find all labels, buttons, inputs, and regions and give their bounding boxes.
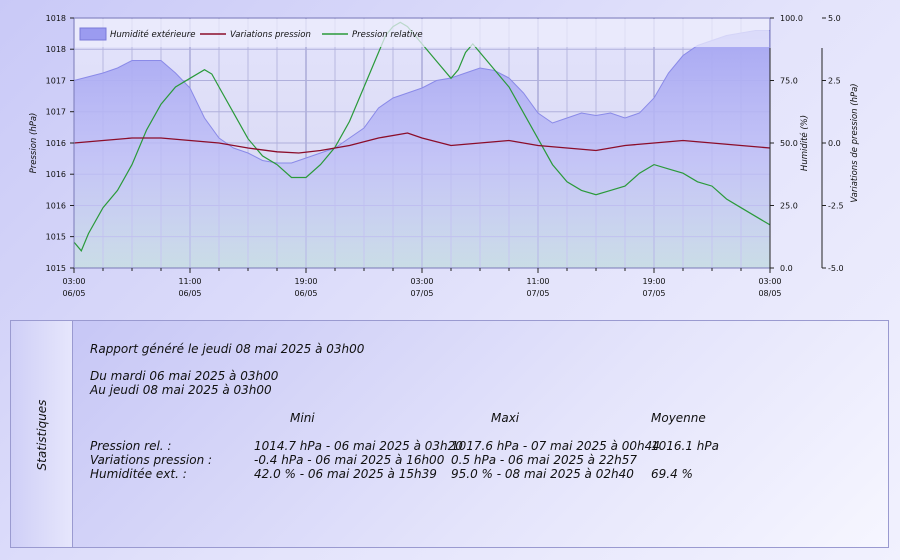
row-max: 95.0 % - 08 mai 2025 à 02h40 <box>451 467 634 481</box>
x-tick-label-time: 19:00 <box>642 277 665 286</box>
y-left-tick-label: 1015 <box>46 264 66 273</box>
row-label: Humiditée ext. : <box>90 467 187 481</box>
y-right2-tick-label: -5.0 <box>828 264 844 273</box>
x-tick-label-time: 03:00 <box>758 277 781 286</box>
header-avg: Moyenne <box>651 411 706 425</box>
y-right2-tick-label: -2.5 <box>828 202 844 211</box>
y-left-tick-label: 1018 <box>46 14 66 23</box>
header-min: Mini <box>290 411 315 425</box>
y-right2-tick-label: 0.0 <box>828 139 841 148</box>
row-max: 0.5 hPa - 06 mai 2025 à 22h57 <box>451 453 637 467</box>
y-left-axis-title: Pression (hPa) <box>29 113 39 174</box>
statistics-side-label: Statistiques <box>35 399 49 471</box>
row-min: 1014.7 hPa - 06 mai 2025 à 03h20 <box>254 439 463 453</box>
y-right2-axis-title: Variations de pression (hPa) <box>850 83 860 202</box>
legend-background <box>75 19 769 47</box>
row-label: Pression rel. : <box>90 439 172 453</box>
statistics-panel: Statistiques Rapport généré le jeudi 08 … <box>10 320 889 548</box>
pressure-humidity-chart: Humidité extérieure Variations pression Pr… <box>29 14 860 298</box>
y-right1-tick-label: 50.0 <box>780 139 798 148</box>
x-tick-label-time: 19:00 <box>294 277 317 286</box>
x-tick-label-time: 03:00 <box>62 277 85 286</box>
report-generated-line: Rapport généré le jeudi 08 mai 2025 à 03… <box>90 342 365 356</box>
x-tick-label-date: 06/05 <box>62 289 85 298</box>
y-left-tick-label: 1016 <box>46 139 66 148</box>
y-right1-tick-label: 75.0 <box>780 77 798 86</box>
x-tick-label-time: 11:00 <box>178 277 201 286</box>
x-tick-label-date: 06/05 <box>178 289 201 298</box>
x-tick-label-date: 07/05 <box>410 289 433 298</box>
y-right2-tick-label: 5.0 <box>828 14 841 23</box>
legend-label: Humidité extérieure <box>110 29 195 40</box>
row-avg: 1016.1 hPa <box>651 439 719 453</box>
x-tick-label-time: 03:00 <box>410 277 433 286</box>
y-right2-tick-label: 2.5 <box>828 77 841 86</box>
y-left-tick-label: 1017 <box>46 77 66 86</box>
x-tick-label-time: 11:00 <box>526 277 549 286</box>
row-label: Variations pression : <box>90 453 213 467</box>
y-left-tick-label: 1015 <box>46 233 66 242</box>
series-variations-pression-line <box>73 132 771 154</box>
legend-label: Pression relative <box>352 30 423 40</box>
row-max: 1017.6 hPa - 07 mai 2025 à 00h44 <box>451 439 660 453</box>
header-max: Maxi <box>491 411 520 425</box>
y-right1-tick-label: 0.0 <box>780 264 793 273</box>
y-left-tick-label: 1016 <box>46 202 66 211</box>
y-right1-tick-label: 25.0 <box>780 202 798 211</box>
legend: Humidité extérieure Variations pression Pr… <box>75 19 769 47</box>
y-left-tick-label: 1017 <box>46 108 66 117</box>
period-to-line: Au jeudi 08 mai 2025 à 03h00 <box>90 383 272 397</box>
x-tick-label-date: 06/05 <box>294 289 317 298</box>
row-avg: 69.4 % <box>651 467 693 481</box>
axes: 1015 1015 1016 1016 1016 1017 1017 1018 1018 0.0 2… <box>29 14 860 298</box>
x-tick-label-date: 07/05 <box>642 289 665 298</box>
y-left-tick-label: 1018 <box>46 45 66 54</box>
y-left-tick-label: 1016 <box>46 170 66 179</box>
period-from-line: Du mardi 06 mai 2025 à 03h00 <box>90 369 279 383</box>
row-min: -0.4 hPa - 06 mai 2025 à 16h00 <box>254 453 445 467</box>
y-right1-axis-title: Humidité (%) <box>799 115 810 171</box>
x-tick-label-date: 08/05 <box>758 289 781 298</box>
legend-label: Variations pression <box>230 30 311 40</box>
legend-swatch <box>79 27 107 41</box>
y-right1-tick-label: 100.0 <box>780 14 803 23</box>
row-min: 42.0 % - 06 mai 2025 à 15h39 <box>254 467 437 481</box>
statistics-side-strip: Statistiques <box>11 321 73 547</box>
x-tick-label-date: 07/05 <box>526 289 549 298</box>
